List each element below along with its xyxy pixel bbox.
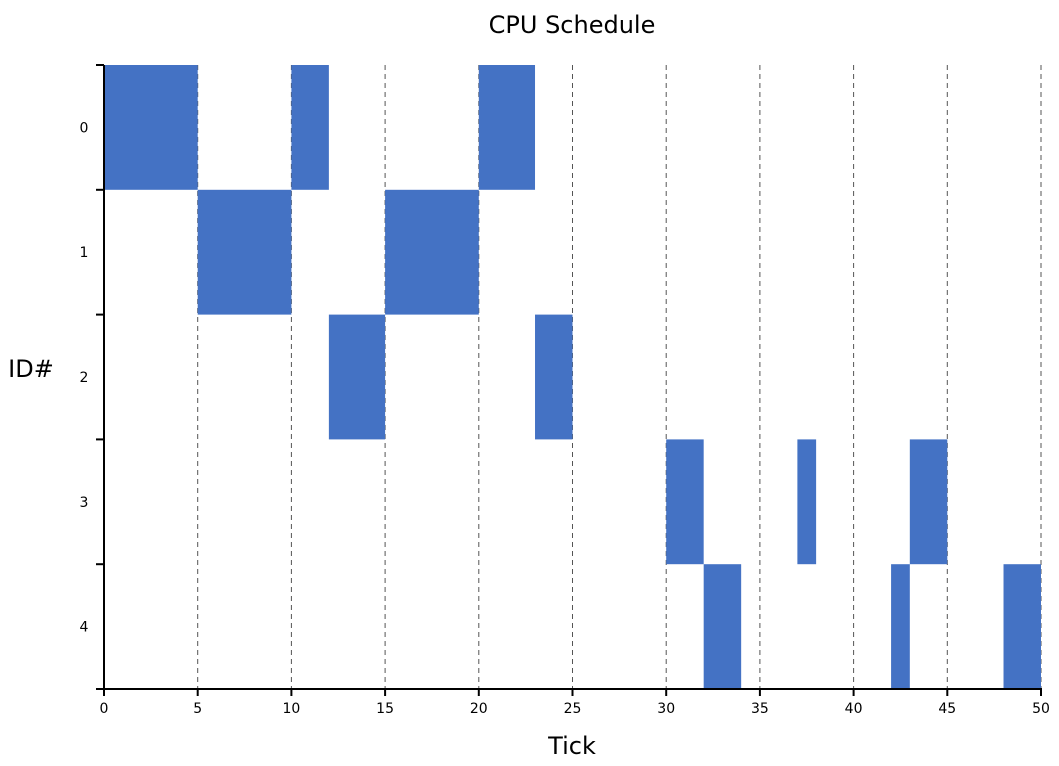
bar-id2-0 bbox=[328, 314, 386, 440]
y-axis-label: ID# bbox=[8, 355, 54, 383]
bar-id4-0 bbox=[703, 564, 742, 689]
bar-id0-2 bbox=[478, 65, 536, 190]
x-tick-label-30: 30 bbox=[657, 701, 675, 717]
x-tick-label-45: 45 bbox=[938, 701, 956, 717]
bar-id4-1 bbox=[891, 564, 910, 689]
axes-layer: 0 5 10 15 20 25 30 35 40 45 50 0 1 2 3 4 bbox=[80, 64, 1050, 717]
x-tick-label-25: 25 bbox=[564, 701, 582, 717]
chart-title: CPU Schedule bbox=[489, 11, 656, 39]
x-axis-label: Tick bbox=[547, 732, 596, 760]
x-tick-label-20: 20 bbox=[470, 701, 488, 717]
bar-id0-1 bbox=[291, 65, 329, 190]
x-tick-label-40: 40 bbox=[845, 701, 863, 717]
bar-id2-1 bbox=[535, 314, 573, 440]
bar-id3-1 bbox=[797, 439, 817, 565]
bar-id4-2 bbox=[1003, 564, 1041, 689]
bar-id0-0 bbox=[104, 65, 198, 190]
y-tick-label-2: 2 bbox=[80, 370, 89, 386]
y-tick-label-0: 0 bbox=[80, 120, 89, 136]
x-tick-label-5: 5 bbox=[193, 701, 202, 717]
bars-layer bbox=[104, 65, 1041, 689]
x-tick-label-10: 10 bbox=[282, 701, 300, 717]
bar-id3-0 bbox=[666, 439, 704, 565]
x-tick-label-50: 50 bbox=[1032, 701, 1050, 717]
y-tick-label-4: 4 bbox=[80, 620, 89, 636]
bar-id3-2 bbox=[909, 439, 948, 565]
x-tick-label-15: 15 bbox=[376, 701, 394, 717]
y-tick-label-3: 3 bbox=[80, 495, 89, 511]
y-tick-label-1: 1 bbox=[80, 245, 89, 261]
bar-id1-0 bbox=[197, 189, 292, 315]
x-tick-label-0: 0 bbox=[100, 701, 109, 717]
bar-id1-1 bbox=[385, 189, 479, 315]
x-tick-label-35: 35 bbox=[751, 701, 769, 717]
